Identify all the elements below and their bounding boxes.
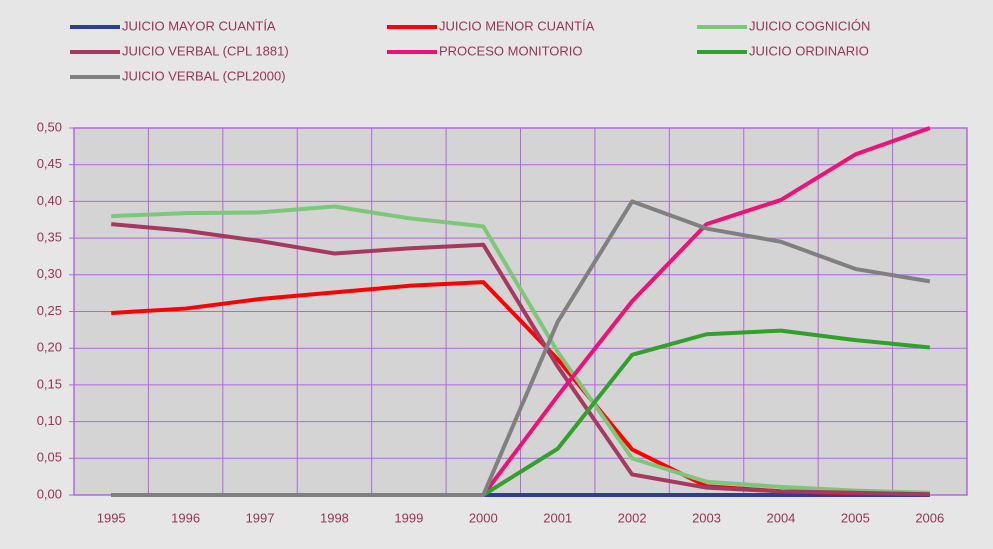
legend-label: JUICIO MENOR CUANTÍA	[439, 18, 595, 33]
legend-label: PROCESO MONITORIO	[439, 43, 583, 58]
x-tick-label: 1999	[394, 510, 423, 525]
x-tick-label: 2006	[915, 510, 944, 525]
legend-label: JUICIO MAYOR CUANTÍA	[122, 18, 276, 33]
y-tick-label: 0,25	[37, 303, 62, 318]
x-tick-label: 2002	[618, 510, 647, 525]
x-tick-label: 2000	[469, 510, 498, 525]
y-tick-label: 0,20	[37, 340, 62, 355]
legend-label: JUICIO COGNICIÓN	[749, 18, 870, 33]
x-tick-label: 1995	[97, 510, 126, 525]
x-tick-label: 2005	[841, 510, 870, 525]
x-tick-label: 1998	[320, 510, 349, 525]
x-tick-label: 1997	[246, 510, 275, 525]
y-tick-label: 0,00	[37, 486, 62, 501]
y-tick-label: 0,35	[37, 230, 62, 245]
y-tick-label: 0,50	[37, 119, 62, 134]
legend-label: JUICIO ORDINARIO	[749, 43, 869, 58]
y-tick-label: 0,15	[37, 376, 62, 391]
y-tick-label: 0,40	[37, 193, 62, 208]
y-tick-label: 0,05	[37, 450, 62, 465]
legend-label: JUICIO VERBAL (CPL 1881)	[122, 43, 289, 58]
x-tick-label: 2001	[543, 510, 572, 525]
x-tick-label: 1996	[171, 510, 200, 525]
series-line	[111, 199, 931, 497]
series-line	[111, 222, 930, 497]
y-tick-label: 0,30	[37, 266, 62, 281]
x-tick-label: 2003	[692, 510, 721, 525]
y-tick-label: 0,45	[37, 156, 62, 171]
series-line	[111, 204, 930, 495]
y-tick-label: 0,10	[37, 413, 62, 428]
legend-label: JUICIO VERBAL (CPL2000)	[122, 68, 286, 83]
x-tick-label: 2004	[766, 510, 795, 525]
